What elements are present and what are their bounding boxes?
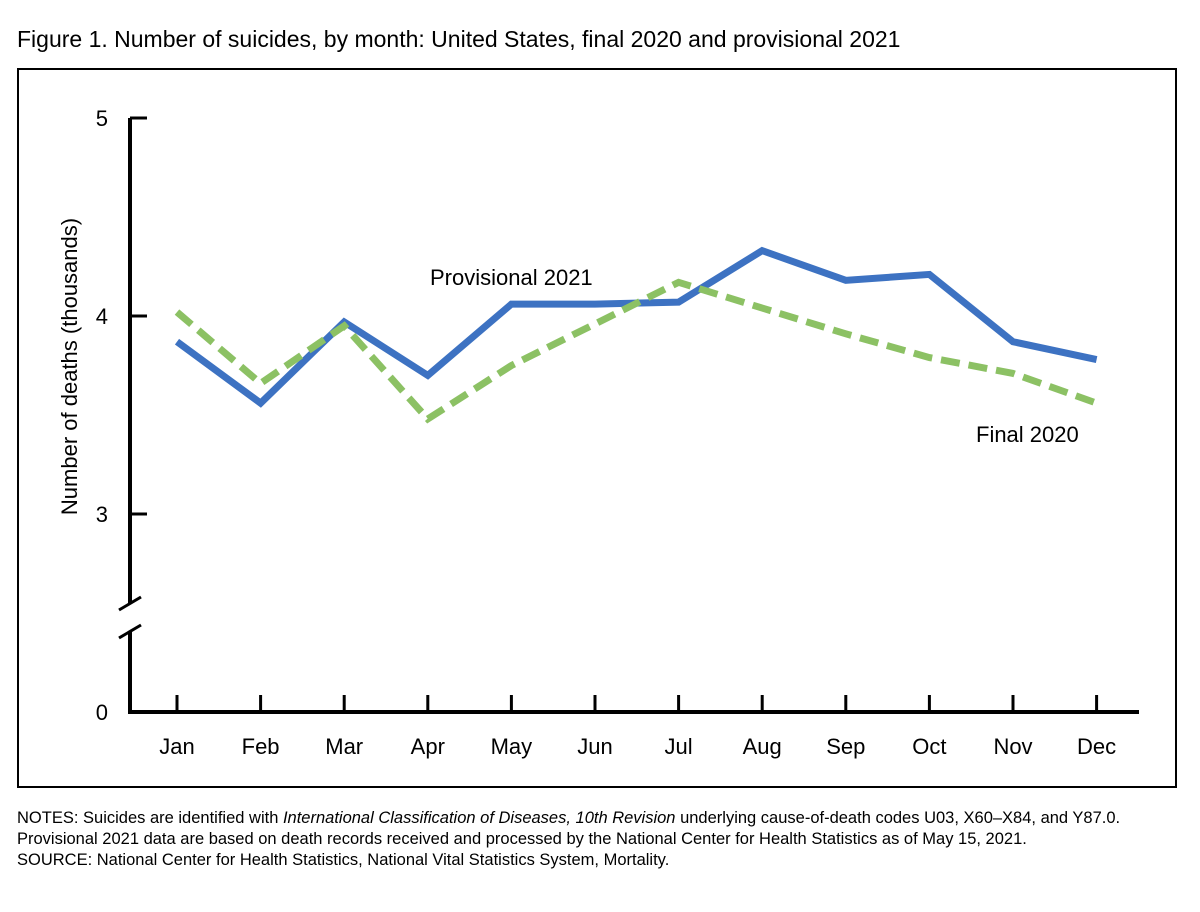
y-axis-title: Number of deaths (thousands) xyxy=(57,218,82,515)
y-tick-label: 3 xyxy=(96,502,108,527)
x-tick-label: Jun xyxy=(577,734,612,759)
y-tick-label: 0 xyxy=(96,700,108,725)
axis-break-mark xyxy=(118,623,142,640)
notes: NOTES: Suicides are identified with Inte… xyxy=(17,808,1187,871)
notes-italic: International Classification of Diseases… xyxy=(282,809,676,827)
x-tick-label: Nov xyxy=(993,734,1032,759)
y-tick-label: 5 xyxy=(96,106,108,131)
series-line-provisional-2021 xyxy=(174,246,1098,408)
axes: 0 3 4 5 Jan Feb Mar Apr May Jun Jul Aug Sep Oct Nov Dec… xyxy=(57,106,1139,759)
notes-part-1: NOTES: Suicides are identified with xyxy=(17,809,283,827)
x-tick-label: Sep xyxy=(826,734,865,759)
line-chart: 0 3 4 5 Jan Feb Mar Apr May Jun Jul Aug Sep Oct Nov Dec… xyxy=(57,106,1139,759)
series-label-provisional-2021: Provisional 2021 xyxy=(430,265,593,290)
x-tick-label: Apr xyxy=(411,734,445,759)
series-label-final-2020: Final 2020 xyxy=(976,422,1079,447)
x-tick-label: Oct xyxy=(912,734,946,759)
axis-break-mark xyxy=(118,595,142,612)
series-line-final-2020 xyxy=(174,278,1098,424)
x-tick-label: Feb xyxy=(242,734,280,759)
x-tick-label: Dec xyxy=(1077,734,1116,759)
notes-part-2: underlying cause-of-death codes U03, X60… xyxy=(17,809,1121,848)
notes-text: NOTES: Suicides are identified with Inte… xyxy=(17,808,1187,850)
x-tick-label: Aug xyxy=(743,734,782,759)
x-tick-label: May xyxy=(491,734,533,759)
y-tick-label: 4 xyxy=(96,304,108,329)
source-text: SOURCE: National Center for Health Stati… xyxy=(17,851,670,869)
chart-frame: 0 3 4 5 Jan Feb Mar Apr May Jun Jul Aug Sep Oct Nov Dec… xyxy=(17,68,1177,788)
x-tick-label: Jan xyxy=(159,734,194,759)
x-tick-label: Mar xyxy=(325,734,363,759)
series-labels: Provisional 2021 Final 2020 xyxy=(430,265,1079,447)
x-tick-label: Jul xyxy=(665,734,693,759)
figure-title: Figure 1. Number of suicides, by month: … xyxy=(17,26,901,52)
series-lines xyxy=(174,246,1098,424)
